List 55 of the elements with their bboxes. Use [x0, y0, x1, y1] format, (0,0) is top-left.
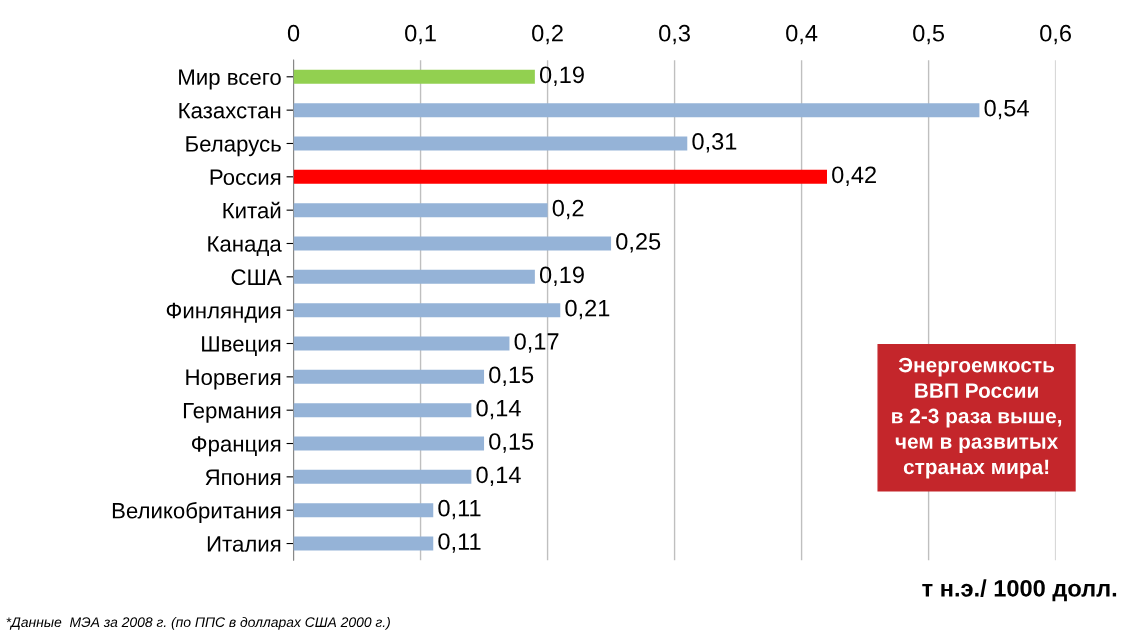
bar: [293, 503, 434, 518]
bar: [293, 303, 561, 318]
data-label: 0,14: [476, 399, 521, 420]
x-axis-title: т н.э./ 1000 долл.: [922, 579, 1117, 602]
x-tick-label: 0,6: [1040, 24, 1071, 45]
y-tick-label: Канада: [208, 236, 282, 256]
bar: [293, 403, 472, 418]
y-tick-label: Великобритания: [112, 502, 281, 523]
bar: [293, 236, 612, 251]
y-tick-label: Финляндия: [166, 302, 281, 323]
x-tick-label: 0,1: [405, 24, 436, 45]
data-label: 0,15: [489, 433, 534, 453]
data-label: 0,42: [832, 166, 876, 186]
data-label: 0,11: [438, 499, 481, 520]
data-label: 0,21: [565, 299, 610, 320]
y-tick-label: Япония: [205, 469, 281, 486]
bar: [293, 169, 827, 184]
data-label: 0,11: [438, 533, 481, 553]
x-tick-label: 0,2: [532, 24, 563, 45]
y-tick-label: Мир всего: [179, 69, 281, 90]
data-label: 0,54: [984, 99, 1029, 120]
x-tick-label: 0: [287, 24, 300, 42]
data-label: 0,31: [692, 133, 737, 153]
annotation: Энергоемкость ВВП России в 2-3 раза выше, чем в развитых странах мира!: [892, 357, 1062, 479]
bar: [293, 203, 548, 218]
bar: [293, 69, 535, 84]
bar: [293, 536, 434, 551]
y-tick-label: Норвегия: [186, 369, 281, 390]
data-label: 0,2: [552, 199, 584, 220]
bar: [293, 469, 472, 484]
y-tick-label: Германия: [183, 402, 281, 423]
data-label: 0,14: [476, 466, 521, 486]
data-label: 0,19: [539, 266, 584, 286]
bar: [293, 436, 485, 451]
data-label: 0,17: [514, 333, 559, 353]
y-tick-label: Франция: [191, 436, 281, 457]
data-label: 0,25: [616, 233, 661, 253]
text: *Данные МЭА за 2008 г. (по ППС в долларах США 2000 г.): [6, 616, 390, 630]
y-tick-label: США: [231, 269, 282, 286]
y-tick-label: Швеция: [202, 336, 281, 356]
bar: [293, 136, 688, 151]
x-tick-label: 0,4: [786, 24, 818, 45]
bar: [293, 369, 485, 384]
data-label: 0,19: [539, 66, 584, 86]
bar: [293, 336, 510, 351]
x-tick-label: 0,5: [913, 24, 945, 45]
y-tick-label: Казахстан: [179, 102, 281, 119]
x-tick-label: 0,3: [659, 24, 690, 45]
y-tick-label: Италия: [207, 536, 281, 552]
y-tick-label: Россия: [210, 169, 281, 186]
y-tick-label: Китай: [223, 201, 281, 219]
y-tick-label: Беларусь: [186, 136, 281, 157]
bar: [293, 269, 535, 284]
data-label: 0,15: [489, 366, 534, 386]
bar: [293, 103, 980, 118]
